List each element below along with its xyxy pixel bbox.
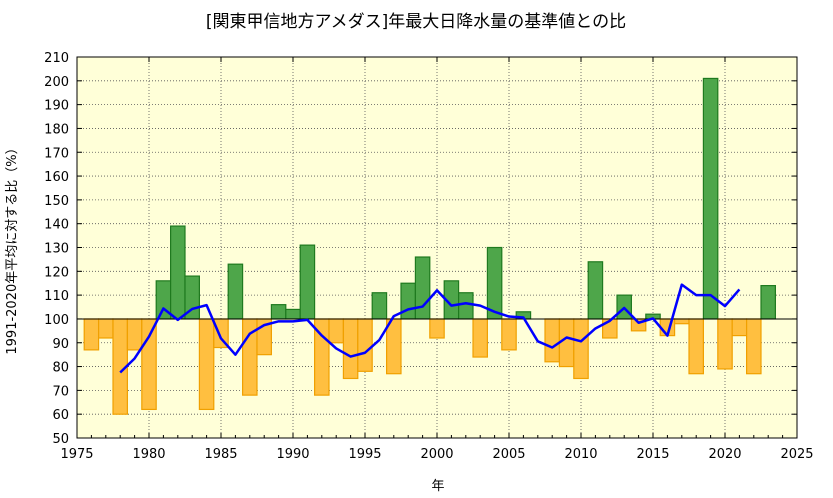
bar: [227, 263, 244, 320]
bar: [501, 318, 517, 351]
bar: [141, 318, 157, 411]
bar: [674, 318, 690, 325]
y-tick-label: 140: [44, 218, 69, 233]
bar: [299, 244, 316, 320]
x-tick-label: 2005: [492, 447, 525, 462]
bar: [285, 308, 301, 320]
x-tick-label: 2020: [708, 447, 741, 462]
y-tick-label: 110: [44, 289, 69, 304]
bar: [270, 304, 287, 320]
x-tick-label: 2010: [564, 447, 597, 462]
y-tick-label: 180: [44, 122, 69, 137]
y-tick-label: 170: [44, 146, 69, 161]
bar: [357, 318, 373, 372]
x-tick-label: 2000: [420, 447, 453, 462]
x-tick-label: 1975: [60, 447, 93, 462]
x-tick-label: 2015: [636, 447, 669, 462]
y-tick-label: 160: [44, 170, 69, 185]
bar: [702, 77, 719, 320]
bar: [746, 318, 762, 375]
bar: [558, 318, 575, 368]
y-tick-label: 100: [44, 313, 69, 328]
bar: [717, 318, 733, 370]
bar: [486, 246, 503, 320]
bar: [587, 261, 604, 320]
grid: [76, 56, 798, 439]
y-tick-label: 120: [44, 265, 69, 280]
y-tick-label: 200: [44, 75, 69, 90]
y-tick-label: 70: [52, 384, 69, 399]
bar: [371, 292, 388, 320]
bar: [544, 318, 560, 363]
bar: [328, 318, 344, 344]
x-tick-label: 1990: [276, 447, 309, 462]
y-tick-label: 150: [44, 194, 69, 209]
line-series: [119, 283, 741, 374]
x-tick-label: 1985: [204, 447, 237, 462]
y-tick-label: 50: [52, 432, 69, 447]
x-axis: 1975 1980 1985 1990 1995 2000 2005 2010 2015 2020…: [60, 57, 814, 462]
x-axis-title: 年: [431, 479, 444, 494]
bar: [429, 318, 445, 339]
bar: [458, 292, 474, 320]
x-tick-label: 1980: [132, 447, 165, 462]
bar: [400, 282, 416, 320]
bar: [170, 225, 186, 320]
y-axis-title: 1991-2020年平均に対する比（%）: [5, 141, 20, 354]
chart-title: [関東甲信地方アメダス]年最大日降水量の基準値との比: [206, 12, 626, 32]
y-tick-label: 130: [44, 242, 69, 257]
x-tick-label: 1995: [348, 447, 381, 462]
y-tick-label: 90: [52, 337, 69, 352]
bar: [83, 318, 100, 351]
bar: [573, 318, 589, 380]
x-tick-label: 2025: [780, 447, 813, 462]
bar: [198, 318, 215, 411]
bar: [342, 318, 359, 380]
running-mean-line: [119, 283, 741, 374]
bar: [688, 318, 704, 375]
bar: [126, 318, 143, 351]
y-tick-label: 190: [44, 99, 69, 114]
y-tick-label: 60: [52, 408, 69, 423]
bar: [98, 318, 114, 339]
bar: [386, 318, 402, 375]
y-tick-label: 210: [44, 51, 69, 66]
y-tick-label: 80: [52, 361, 69, 376]
bar: [731, 318, 748, 337]
bar: [414, 256, 431, 320]
bar: [760, 285, 776, 320]
y-axis: 50 60 70 80 90 100 110 120 130 140 150 160 170 180 190…: [44, 51, 797, 447]
bar: [472, 318, 488, 358]
